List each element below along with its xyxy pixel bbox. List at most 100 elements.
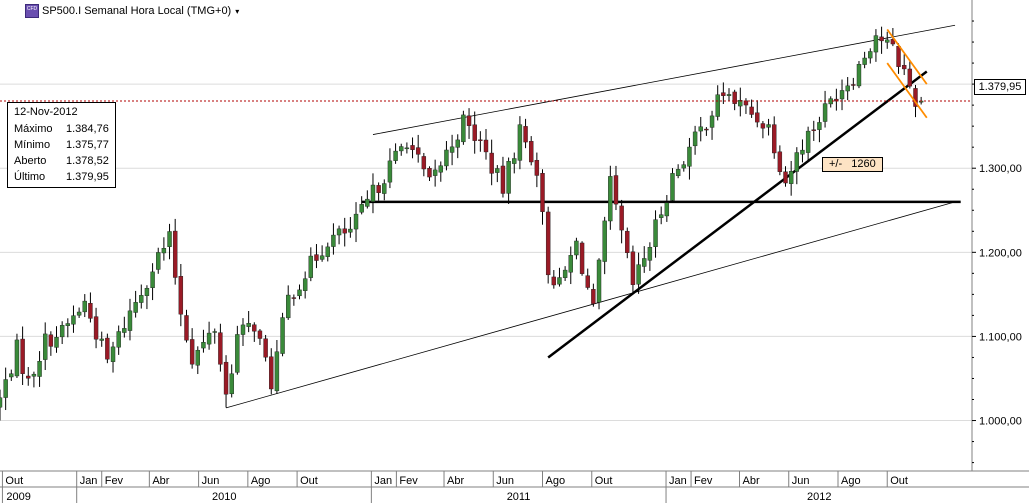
info-label: Aberto [14, 155, 47, 167]
candle-body [246, 323, 251, 327]
candle-body [370, 184, 376, 202]
candle-body [772, 124, 777, 154]
candle-body [885, 39, 890, 43]
candle-body [218, 332, 223, 365]
candle-body [596, 259, 602, 303]
info-label: Mínimo [14, 139, 51, 151]
candle-body [512, 158, 517, 164]
candle-body [681, 164, 686, 169]
overlay-lines [0, 28, 972, 119]
candle-body [907, 68, 913, 87]
month-label: Abr [742, 475, 759, 487]
candle-body [376, 185, 381, 193]
candle-body [291, 297, 297, 299]
trendline-channel-upper [372, 24, 956, 135]
candle-body [195, 349, 200, 366]
candle-body [150, 271, 155, 289]
info-row-open: Aberto 1.378,52 [8, 153, 115, 169]
candle-body [257, 330, 263, 339]
candle-body [274, 351, 280, 392]
candle-body [529, 141, 534, 163]
candle-body [602, 220, 607, 262]
candle-body [591, 289, 596, 304]
candle-body [642, 258, 647, 267]
candle-body [579, 242, 585, 274]
candle-body [144, 287, 150, 296]
candle-body [489, 152, 494, 174]
candle-body [314, 254, 319, 261]
candle-body [382, 183, 387, 194]
candle-body [506, 161, 511, 194]
candle-body [800, 149, 805, 155]
candle-body [658, 214, 664, 218]
candle-body [161, 248, 167, 254]
chart-header[interactable]: CFD SP500.I Semanal Hora Local (TMG+0) ▾ [25, 3, 239, 19]
price-tick-label: 1.300,00 [979, 163, 1022, 175]
candle-body [20, 338, 25, 374]
candle-body [427, 168, 432, 178]
candle-body [336, 228, 342, 236]
candle-body [653, 219, 658, 247]
candle-body [517, 124, 523, 161]
candle-body [811, 129, 816, 131]
candle-body [302, 278, 308, 291]
candle-body [715, 94, 720, 117]
candle-body [495, 168, 500, 173]
candle-body [805, 130, 811, 153]
candle-body [687, 146, 692, 167]
candle-body [630, 251, 636, 285]
candle-body [172, 230, 178, 278]
candle-body [557, 277, 562, 285]
candle-body [26, 375, 31, 379]
candle-body [862, 57, 867, 65]
candle-body [783, 171, 788, 184]
candle-body [240, 324, 246, 335]
candle-body [856, 63, 862, 87]
candle-body [755, 112, 760, 123]
candle-body [184, 315, 189, 341]
month-label: Fev [399, 475, 418, 487]
candle-body [359, 204, 364, 213]
candle-body [71, 315, 76, 325]
month-label: Out [5, 475, 23, 487]
month-label: Ago [546, 475, 566, 487]
candle-body [410, 145, 415, 150]
candle-body [9, 373, 14, 378]
candle-body [31, 373, 37, 377]
candle-body [0, 397, 3, 408]
info-label: Máximo [14, 123, 53, 135]
candle-body [692, 131, 698, 147]
candle-body [387, 160, 393, 183]
info-row-high: Máximo 1.384,76 [8, 121, 115, 137]
candle-body [432, 169, 438, 176]
candle-body [845, 85, 850, 92]
candle-body [890, 38, 896, 45]
short-channel-line [886, 28, 928, 85]
candle-body [404, 147, 410, 150]
candle-body [461, 114, 466, 143]
candle-body [500, 165, 506, 194]
level-annotation[interactable]: +/- 1260 [822, 157, 883, 172]
candle-body [286, 294, 291, 319]
candle-body [206, 332, 212, 345]
month-label: Ago [251, 475, 271, 487]
price-tick-label: 1.200,00 [979, 247, 1022, 259]
year-label: 2011 [507, 491, 531, 503]
candle-body [901, 65, 907, 70]
chevron-down-icon[interactable]: ▾ [235, 6, 240, 16]
candle-body [393, 150, 398, 161]
candle-body [229, 373, 234, 395]
candle-body [212, 331, 217, 333]
candle-body [122, 328, 127, 333]
chart-title: SP500.I Semanal Hora Local (TMG+0) [42, 5, 232, 17]
candle-body [913, 88, 918, 107]
candle-body [873, 35, 879, 53]
candle-body [766, 124, 771, 128]
candle-body [568, 255, 573, 273]
candle-body [415, 147, 421, 155]
candle-body [189, 339, 195, 365]
trendline-channel-lower [225, 201, 956, 409]
candle-body [319, 255, 325, 260]
candle-body [523, 126, 528, 143]
